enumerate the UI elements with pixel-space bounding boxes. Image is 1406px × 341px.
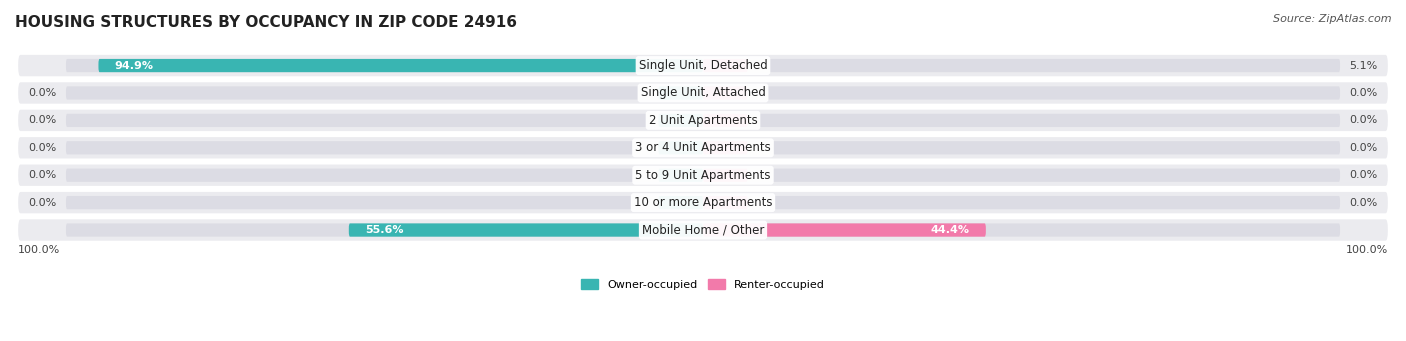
Legend: Owner-occupied, Renter-occupied: Owner-occupied, Renter-occupied (576, 275, 830, 295)
FancyBboxPatch shape (703, 59, 1340, 72)
FancyBboxPatch shape (703, 168, 748, 182)
Text: 100.0%: 100.0% (18, 245, 60, 255)
FancyBboxPatch shape (18, 55, 1388, 76)
FancyBboxPatch shape (703, 223, 1340, 237)
FancyBboxPatch shape (18, 164, 1388, 186)
FancyBboxPatch shape (66, 196, 703, 209)
Text: 100.0%: 100.0% (1346, 245, 1388, 255)
Text: 0.0%: 0.0% (1350, 115, 1378, 125)
FancyBboxPatch shape (66, 59, 703, 72)
Text: Mobile Home / Other: Mobile Home / Other (641, 224, 765, 237)
Text: 0.0%: 0.0% (1350, 88, 1378, 98)
FancyBboxPatch shape (18, 137, 1388, 159)
FancyBboxPatch shape (66, 141, 703, 154)
FancyBboxPatch shape (703, 196, 1340, 209)
FancyBboxPatch shape (18, 82, 1388, 104)
Text: 5.1%: 5.1% (1350, 61, 1378, 71)
FancyBboxPatch shape (18, 219, 1388, 241)
FancyBboxPatch shape (66, 223, 703, 237)
FancyBboxPatch shape (98, 59, 703, 72)
FancyBboxPatch shape (349, 223, 703, 237)
FancyBboxPatch shape (658, 168, 703, 182)
Text: Single Unit, Attached: Single Unit, Attached (641, 87, 765, 100)
Text: Source: ZipAtlas.com: Source: ZipAtlas.com (1274, 14, 1392, 24)
FancyBboxPatch shape (658, 141, 703, 154)
FancyBboxPatch shape (18, 110, 1388, 131)
Text: 0.0%: 0.0% (1350, 198, 1378, 208)
FancyBboxPatch shape (703, 141, 748, 154)
Text: 5 to 9 Unit Apartments: 5 to 9 Unit Apartments (636, 169, 770, 182)
FancyBboxPatch shape (658, 86, 703, 100)
FancyBboxPatch shape (703, 196, 748, 209)
Text: Single Unit, Detached: Single Unit, Detached (638, 59, 768, 72)
FancyBboxPatch shape (66, 86, 703, 100)
Text: 94.9%: 94.9% (114, 61, 153, 71)
FancyBboxPatch shape (703, 168, 1340, 182)
FancyBboxPatch shape (703, 86, 748, 100)
Text: 0.0%: 0.0% (28, 115, 56, 125)
Text: 2 Unit Apartments: 2 Unit Apartments (648, 114, 758, 127)
Text: 0.0%: 0.0% (28, 198, 56, 208)
FancyBboxPatch shape (66, 114, 703, 127)
FancyBboxPatch shape (703, 141, 1340, 154)
FancyBboxPatch shape (658, 196, 703, 209)
FancyBboxPatch shape (18, 192, 1388, 213)
Text: 10 or more Apartments: 10 or more Apartments (634, 196, 772, 209)
FancyBboxPatch shape (703, 59, 748, 72)
FancyBboxPatch shape (703, 114, 748, 127)
Text: 0.0%: 0.0% (1350, 170, 1378, 180)
FancyBboxPatch shape (703, 114, 1340, 127)
Text: 0.0%: 0.0% (1350, 143, 1378, 153)
Text: 44.4%: 44.4% (931, 225, 970, 235)
Text: 0.0%: 0.0% (28, 170, 56, 180)
Text: 0.0%: 0.0% (28, 143, 56, 153)
Text: HOUSING STRUCTURES BY OCCUPANCY IN ZIP CODE 24916: HOUSING STRUCTURES BY OCCUPANCY IN ZIP C… (15, 15, 517, 30)
Text: 55.6%: 55.6% (364, 225, 404, 235)
FancyBboxPatch shape (703, 223, 986, 237)
FancyBboxPatch shape (658, 114, 703, 127)
Text: 0.0%: 0.0% (28, 88, 56, 98)
Text: 3 or 4 Unit Apartments: 3 or 4 Unit Apartments (636, 141, 770, 154)
FancyBboxPatch shape (703, 86, 1340, 100)
FancyBboxPatch shape (66, 168, 703, 182)
